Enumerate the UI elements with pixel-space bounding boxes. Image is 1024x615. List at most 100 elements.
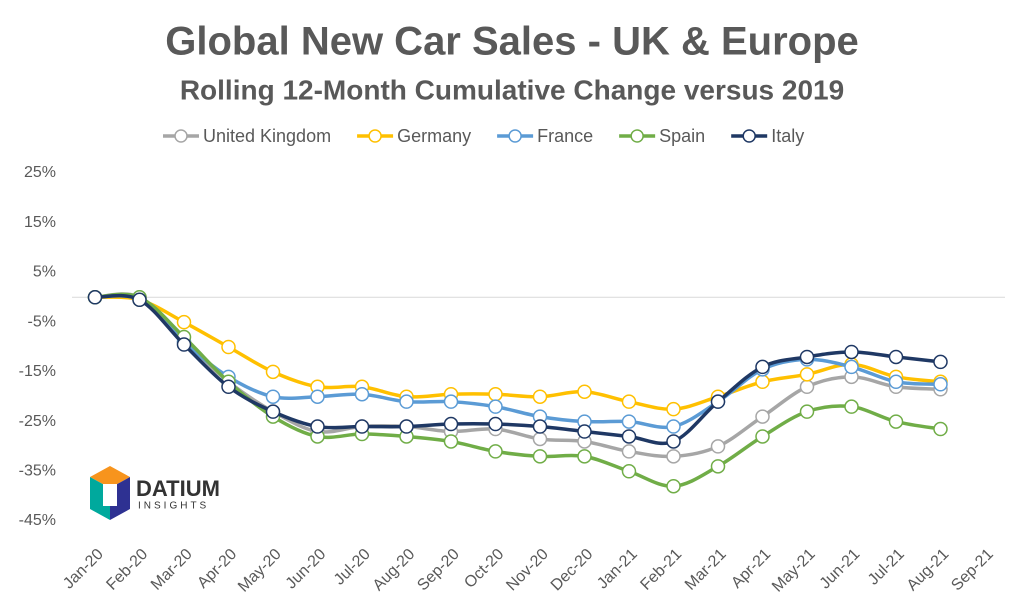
series — [87, 290, 948, 434]
point-marker — [221, 339, 236, 355]
point-marker — [532, 431, 548, 447]
point-marker — [265, 364, 281, 380]
x-tick-label: Aug-20 — [370, 546, 419, 595]
chart-title: Global New Car Sales - UK & Europe — [165, 20, 859, 64]
x-tick-label: Sep-20 — [414, 546, 463, 595]
point-marker — [621, 414, 637, 429]
x-tick-label: Aug-21 — [904, 546, 953, 595]
point-marker — [621, 444, 637, 459]
point-marker — [844, 399, 859, 414]
y-tick-label: 25% — [24, 164, 56, 181]
x-tick-label: Jul-20 — [331, 546, 374, 589]
logo: DATIUM INSIGHTS — [90, 466, 220, 520]
legend-item: Germany — [357, 126, 471, 146]
legend-label: France — [537, 126, 593, 146]
point-marker — [265, 404, 281, 419]
x-tick-label: Apr-20 — [194, 546, 240, 592]
legend-item: Spain — [619, 126, 705, 146]
logo-name: DATIUM — [136, 476, 220, 501]
legend-label: United Kingdom — [203, 126, 331, 146]
y-tick-label: -35% — [19, 463, 56, 480]
point-marker — [265, 389, 281, 404]
point-marker — [221, 379, 236, 395]
legend-marker — [368, 129, 382, 143]
point-marker — [844, 359, 859, 375]
point-marker — [888, 374, 904, 390]
point-marker — [310, 389, 325, 404]
point-marker — [799, 379, 815, 395]
point-marker — [577, 449, 592, 464]
point-marker — [621, 429, 637, 444]
logo-cube-mark — [103, 484, 117, 506]
point-marker — [933, 354, 948, 370]
x-tick-label: Mar-21 — [682, 546, 730, 594]
point-marker — [888, 414, 904, 429]
x-tick-label: Dec-20 — [548, 546, 597, 595]
point-marker — [443, 434, 459, 449]
point-marker — [176, 337, 192, 352]
point-marker — [354, 419, 370, 434]
point-marker — [710, 459, 726, 474]
y-tick-label: 15% — [24, 214, 56, 231]
y-tick-label: -15% — [19, 363, 56, 380]
point-marker — [488, 416, 503, 432]
series — [87, 290, 948, 417]
x-tick-label: Feb-21 — [637, 546, 685, 594]
point-marker — [354, 386, 370, 402]
legend-marker — [508, 129, 522, 143]
y-tick-label: -45% — [19, 512, 56, 529]
point-marker — [888, 349, 904, 365]
y-tick-label: -25% — [19, 413, 56, 430]
series — [87, 290, 948, 449]
x-tick-label: Oct-20 — [461, 546, 507, 592]
legend-marker — [742, 129, 756, 143]
legend-label: Germany — [397, 126, 471, 146]
point-marker — [799, 367, 815, 382]
point-marker — [666, 434, 681, 449]
x-tick-label: May-21 — [769, 546, 819, 596]
point-marker — [799, 349, 815, 365]
point-marker — [488, 444, 503, 459]
point-marker — [532, 389, 548, 404]
point-marker — [87, 290, 103, 305]
point-marker — [710, 394, 726, 409]
point-marker — [577, 384, 592, 399]
point-marker — [799, 404, 815, 419]
point-marker — [844, 344, 859, 360]
point-marker — [755, 409, 770, 424]
point-marker — [621, 394, 637, 409]
legend-item: France — [497, 126, 593, 146]
y-tick-label: -5% — [28, 313, 56, 330]
point-marker — [399, 394, 414, 409]
legend-item: Italy — [731, 126, 804, 146]
x-tick-label: Sep-21 — [948, 546, 997, 595]
point-marker — [666, 419, 681, 434]
logo-tagline: INSIGHTS — [138, 501, 209, 512]
x-tick-label: Jun-21 — [817, 546, 864, 593]
point-marker — [443, 416, 459, 432]
point-marker — [399, 419, 414, 434]
legend-item: United Kingdom — [163, 126, 331, 146]
point-marker — [443, 394, 459, 409]
point-marker — [532, 419, 548, 434]
point-marker — [755, 374, 770, 390]
point-marker — [577, 424, 592, 439]
legend-label: Italy — [771, 126, 804, 146]
series — [87, 290, 948, 494]
x-tick-label: May-20 — [235, 546, 285, 596]
x-tick-label: Jun-20 — [283, 546, 330, 593]
point-marker — [755, 359, 770, 375]
series-line — [94, 293, 941, 446]
point-marker — [132, 292, 147, 308]
x-tick-label: Mar-20 — [148, 546, 196, 594]
x-tick-label: Apr-21 — [728, 546, 774, 592]
y-tick-label: 5% — [33, 264, 56, 281]
point-marker — [621, 464, 637, 479]
point-marker — [488, 386, 503, 402]
point-marker — [488, 399, 503, 414]
point-marker — [310, 419, 325, 434]
point-marker — [176, 314, 192, 330]
x-tick-label: Feb-20 — [103, 546, 151, 594]
x-tick-label: Jan-21 — [594, 546, 641, 593]
